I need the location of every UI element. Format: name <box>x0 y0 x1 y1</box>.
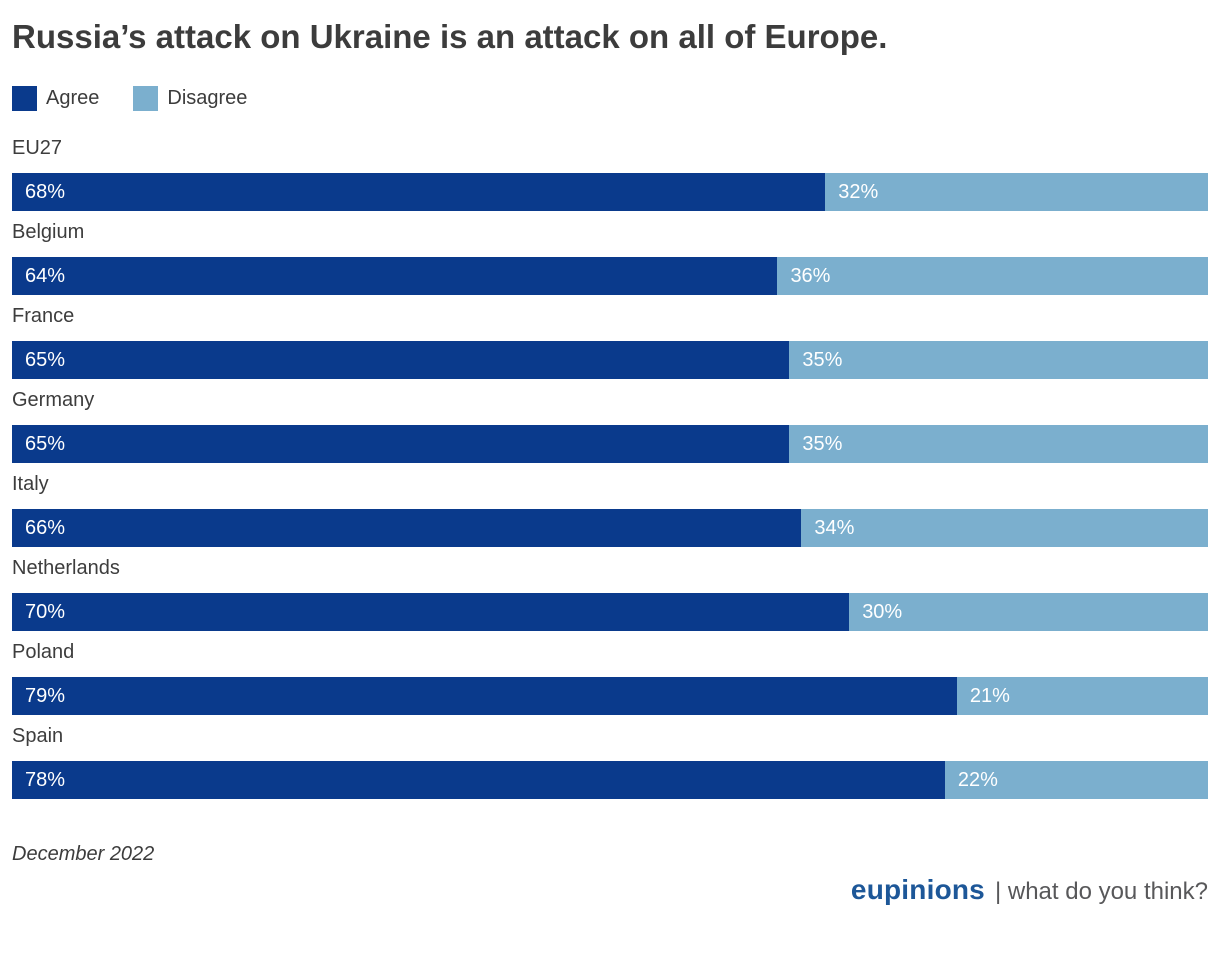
chart-page: Russia’s attack on Ukraine is an attack … <box>0 16 1220 906</box>
stacked-bar: 64% 36% <box>12 257 1208 295</box>
agree-bar-segment: 64% <box>12 257 778 295</box>
agree-value-label: 70% <box>25 600 66 623</box>
stacked-bar: 65% 35% <box>12 425 1208 463</box>
bar-row: Netherlands 70% 30% <box>12 555 1208 631</box>
stacked-bar: 79% 21% <box>12 677 1208 715</box>
country-label: France <box>12 305 75 327</box>
brand-tagline: | what do you think? <box>994 878 1208 905</box>
stacked-bar: 66% 34% <box>12 509 1208 547</box>
bar-row: Belgium 64% 36% <box>12 219 1208 295</box>
country-label: Netherlands <box>12 557 120 579</box>
legend: Agree Disagree <box>12 86 1208 111</box>
agree-value-label: 66% <box>25 516 66 539</box>
disagree-bar-segment: 30% <box>849 593 1208 631</box>
stacked-bar: 78% 22% <box>12 761 1208 799</box>
disagree-value-label: 35% <box>802 432 843 455</box>
agree-bar-segment: 65% <box>12 341 790 379</box>
bar-rows: EU27 68% 32% Belgium 64% 36% <box>12 135 1208 799</box>
disagree-bar-segment: 22% <box>944 761 1208 799</box>
legend-label-agree: Agree <box>46 87 100 109</box>
country-label: Poland <box>12 641 75 663</box>
bar-row: Poland 79% 21% <box>12 639 1208 715</box>
disagree-value-label: 36% <box>790 264 831 287</box>
agree-bar-segment: 70% <box>12 593 850 631</box>
agree-swatch-icon <box>12 86 37 111</box>
stacked-bar: 65% 35% <box>12 341 1208 379</box>
agree-value-label: 78% <box>25 768 66 791</box>
legend-item-disagree: Disagree <box>133 86 247 111</box>
disagree-value-label: 35% <box>802 348 843 371</box>
branding: eupinions | what do you think? <box>12 874 1208 906</box>
bar-row: Italy 66% 34% <box>12 471 1208 547</box>
bar-row: Spain 78% 22% <box>12 723 1208 799</box>
country-label: Italy <box>12 473 49 495</box>
disagree-value-label: 34% <box>814 516 855 539</box>
disagree-bar-segment: 35% <box>789 341 1208 379</box>
agree-bar-segment: 68% <box>12 173 826 211</box>
eupinions-logo: eupinions <box>850 874 985 905</box>
bar-row: France 65% 35% <box>12 303 1208 379</box>
bar-row: EU27 68% 32% <box>12 135 1208 211</box>
disagree-bar-segment: 36% <box>777 257 1208 295</box>
country-label: EU27 <box>12 137 63 159</box>
agree-value-label: 68% <box>25 180 66 203</box>
agree-value-label: 79% <box>25 684 66 707</box>
chart-title: Russia’s attack on Ukraine is an attack … <box>12 18 888 55</box>
footnote-date: December 2022 <box>12 843 155 865</box>
disagree-value-label: 30% <box>862 600 903 623</box>
disagree-value-label: 21% <box>969 684 1010 707</box>
disagree-swatch-icon <box>133 86 159 111</box>
disagree-bar-segment: 34% <box>801 509 1208 547</box>
stacked-bar: 68% 32% <box>12 173 1208 211</box>
disagree-bar-segment: 32% <box>825 173 1208 211</box>
disagree-value-label: 32% <box>838 180 879 203</box>
agree-bar-segment: 66% <box>12 509 802 547</box>
agree-bar-segment: 78% <box>12 761 945 799</box>
agree-bar-segment: 79% <box>12 677 957 715</box>
country-label: Spain <box>12 725 64 747</box>
legend-item-agree: Agree <box>12 86 99 111</box>
agree-value-label: 65% <box>25 348 66 371</box>
country-label: Belgium <box>12 221 85 243</box>
bar-row: Germany 65% 35% <box>12 387 1208 463</box>
agree-bar-segment: 65% <box>12 425 790 463</box>
country-label: Germany <box>12 389 95 411</box>
legend-label-disagree: Disagree <box>167 87 248 109</box>
disagree-value-label: 22% <box>957 768 998 791</box>
agree-value-label: 64% <box>25 264 66 287</box>
stacked-bar: 70% 30% <box>12 593 1208 631</box>
disagree-bar-segment: 21% <box>956 677 1208 715</box>
agree-value-label: 65% <box>25 432 66 455</box>
disagree-bar-segment: 35% <box>789 425 1208 463</box>
